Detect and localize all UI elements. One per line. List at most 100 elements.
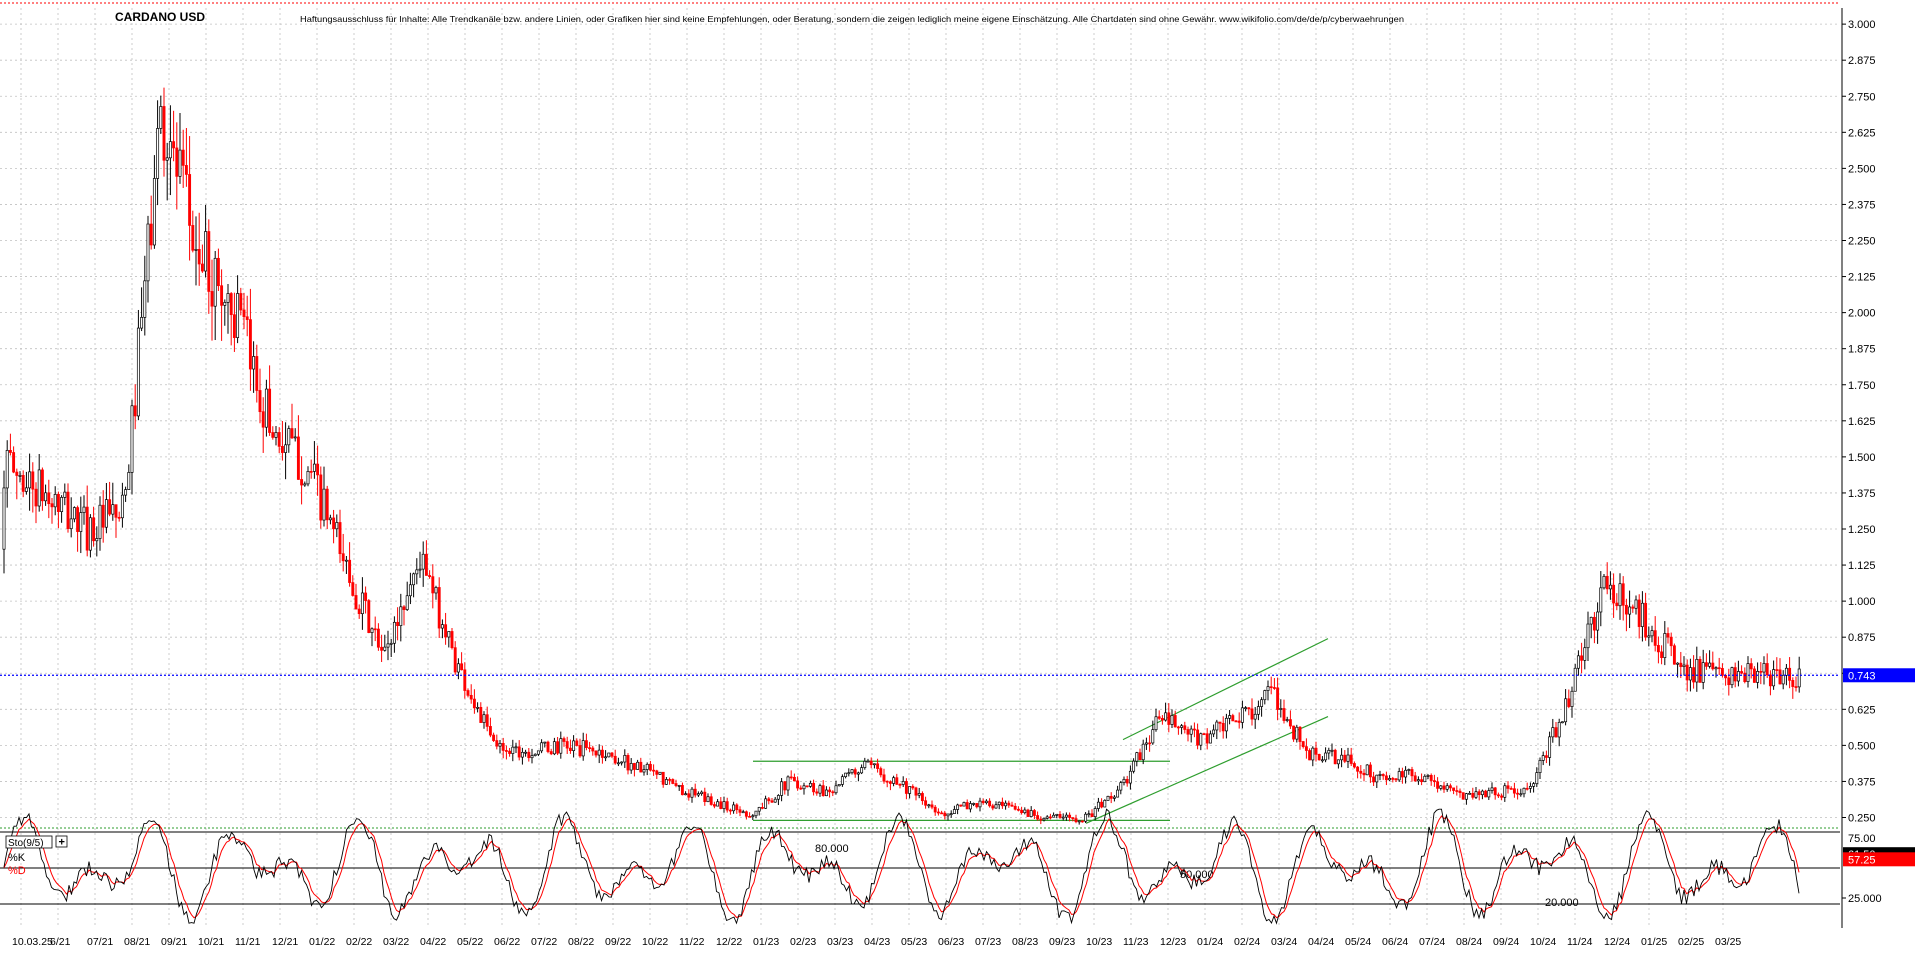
candles xyxy=(2,87,1801,825)
candle-body xyxy=(469,694,473,700)
candle-body xyxy=(1429,775,1433,781)
candle-body xyxy=(1452,787,1456,791)
candle-body xyxy=(1541,755,1545,761)
candle-body xyxy=(1138,752,1142,761)
candle-body xyxy=(943,812,947,817)
candle-body xyxy=(1672,645,1676,665)
candle-body xyxy=(1554,727,1558,738)
candle-body xyxy=(402,606,406,610)
candle-body xyxy=(380,646,384,651)
candle-body xyxy=(44,492,48,502)
candle-body xyxy=(1029,810,1033,817)
candle-body xyxy=(1096,801,1100,809)
date-tick-label: 07/22 xyxy=(531,936,557,948)
candle-body xyxy=(344,559,348,562)
candle-body xyxy=(869,760,873,766)
candle-body xyxy=(1503,785,1507,798)
candle-body xyxy=(69,518,73,530)
candle-body xyxy=(1791,680,1795,687)
price-tick-label: 1.875 xyxy=(1848,344,1876,356)
candle-body xyxy=(1471,792,1475,798)
candle-body xyxy=(1071,817,1075,819)
candle-body xyxy=(197,249,201,265)
candle-body xyxy=(796,780,800,789)
candle-body xyxy=(556,741,560,754)
candle-body xyxy=(1391,778,1395,780)
candle-body xyxy=(1128,770,1132,784)
candle-body xyxy=(460,663,464,671)
candle-body xyxy=(1772,669,1776,687)
date-tick-label: 09/22 xyxy=(605,936,631,948)
candle-body xyxy=(674,783,678,786)
candle-body xyxy=(1141,743,1145,761)
candle-body xyxy=(31,471,35,490)
price-tick-label: 2.500 xyxy=(1848,163,1876,175)
candle-body xyxy=(453,647,457,673)
price-tick-label: 1.250 xyxy=(1848,524,1876,536)
candle-body xyxy=(8,450,12,453)
candle-body xyxy=(658,771,662,775)
candle-body xyxy=(1317,753,1321,761)
candle-body xyxy=(514,746,518,749)
candle-body xyxy=(1061,816,1065,819)
candle-body xyxy=(418,568,422,571)
candle-body xyxy=(1538,760,1542,773)
candle-body xyxy=(357,608,361,615)
date-tick-label: 12/24 xyxy=(1604,936,1630,948)
price-tick-label: 0.500 xyxy=(1848,740,1876,752)
candle-body xyxy=(559,738,563,754)
candle-body xyxy=(565,741,569,749)
date-tick-label: 08/24 xyxy=(1456,936,1482,948)
candle-body xyxy=(1132,760,1136,772)
date-tick-label: 02/23 xyxy=(790,936,816,948)
candle-body xyxy=(98,504,102,539)
candle-body xyxy=(1781,674,1785,685)
candle-body xyxy=(95,538,99,542)
candle-body xyxy=(1013,805,1017,810)
candle-body xyxy=(111,504,115,515)
candle-body xyxy=(463,669,467,691)
candle-body xyxy=(1333,749,1337,765)
candle-body xyxy=(1797,668,1801,688)
candle-body xyxy=(194,249,198,251)
candle-body xyxy=(664,779,668,785)
candle-body xyxy=(1570,690,1574,707)
candle-body xyxy=(1634,599,1638,609)
candle-body xyxy=(1384,775,1388,781)
candle-body xyxy=(1160,717,1164,721)
candle-body xyxy=(696,793,700,796)
candle-body xyxy=(1023,809,1027,814)
candle-body xyxy=(140,317,144,329)
candle-body xyxy=(1135,752,1139,762)
candle-body xyxy=(642,769,646,773)
candle-body xyxy=(258,390,262,413)
candle-body xyxy=(540,742,544,752)
candle-body xyxy=(101,504,105,528)
expand-button[interactable] xyxy=(55,835,68,848)
candle-body xyxy=(28,471,32,489)
candle-body xyxy=(1362,772,1366,776)
candle-body xyxy=(748,815,752,818)
candle-body xyxy=(895,777,899,785)
candle-body xyxy=(1320,759,1324,762)
candle-body xyxy=(1685,664,1689,681)
candle-body xyxy=(1484,790,1488,798)
candle-body xyxy=(1212,729,1216,735)
price-tick-label: 3.000 xyxy=(1848,19,1876,31)
candle-body xyxy=(156,128,160,179)
candle-body xyxy=(1784,667,1788,676)
date-tick-label: 11/22 xyxy=(679,936,705,948)
candle-body xyxy=(1084,813,1088,822)
candle-body xyxy=(863,760,867,768)
candle-body xyxy=(1231,715,1235,722)
candle-body xyxy=(1042,817,1046,821)
date-tick-label: 10.03.25 xyxy=(12,936,53,948)
candle-body xyxy=(879,768,883,776)
candle-body xyxy=(690,788,694,798)
candle-body xyxy=(1477,791,1481,796)
candle-body xyxy=(988,800,992,807)
candle-body xyxy=(1260,699,1264,707)
candle-body xyxy=(1740,671,1744,674)
candle-body xyxy=(322,488,326,521)
candle-body xyxy=(636,761,640,770)
